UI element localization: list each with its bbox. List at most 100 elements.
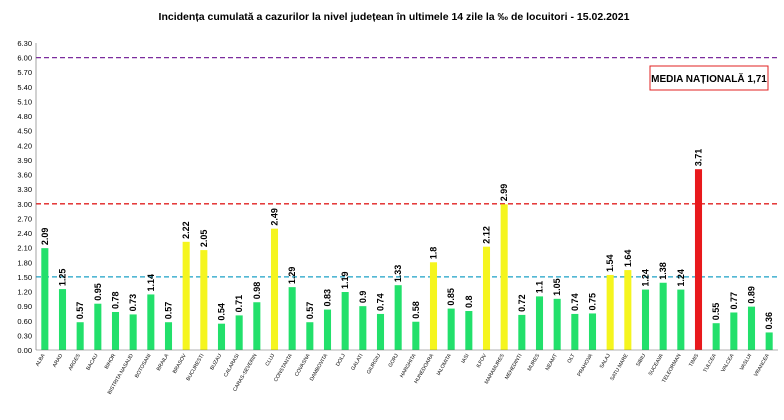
value-label: 0.74 [376, 293, 386, 311]
category-label: VASLUI [739, 353, 753, 372]
y-tick-label: 6.00 [17, 54, 32, 63]
bar [217, 323, 226, 350]
value-label: 1.05 [552, 278, 562, 296]
value-label: 0.74 [570, 293, 580, 311]
category-label: BRASOV [172, 353, 188, 375]
bar [58, 289, 67, 350]
category-label: GIURGIU [366, 353, 382, 375]
bar [288, 287, 296, 350]
category-label: VALCEA [720, 353, 736, 374]
bar [182, 241, 190, 350]
category-label: BOTOSANI [134, 353, 153, 379]
category-label: ALBA [35, 353, 47, 368]
bar [553, 298, 561, 350]
value-label: 0.8 [464, 296, 474, 309]
category-label: SIBIU [635, 353, 647, 368]
category-label: SALAJ [599, 353, 612, 370]
bar [147, 294, 155, 350]
value-label: 1.38 [658, 262, 668, 280]
value-label: 1.1 [535, 281, 545, 294]
value-label: 1.29 [287, 267, 297, 285]
category-label: OLT [567, 352, 577, 364]
category-label: GALATI [350, 353, 364, 372]
category-label: ARAD [52, 353, 65, 369]
value-label: 1.8 [429, 247, 439, 260]
y-tick-label: 2.70 [17, 214, 32, 223]
y-tick-label: 1.80 [17, 258, 32, 267]
bar [359, 306, 367, 350]
bar [712, 323, 720, 350]
bar [624, 270, 632, 350]
value-label: 0.9 [358, 291, 368, 304]
category-label: VRANCEA [753, 353, 771, 378]
bar [694, 169, 703, 350]
bar [747, 306, 756, 350]
value-label: 1.14 [146, 274, 156, 292]
bar [482, 246, 491, 350]
value-label: 0.71 [234, 295, 244, 313]
value-label: 2.09 [40, 228, 50, 246]
category-label: SUCEAVA [648, 353, 665, 377]
bar [111, 311, 120, 350]
y-tick-label: 4.80 [17, 112, 32, 121]
value-label: 2.22 [181, 221, 191, 239]
value-label: 0.89 [747, 286, 757, 304]
value-label: 1.24 [676, 269, 686, 287]
y-tick-label: 1.20 [17, 288, 32, 297]
category-label: SATU MARE [609, 353, 629, 382]
y-axis: 0.00 0.30 0.60 0.90 1.20 1.50 1.80 2.10 2.40 2.70… [17, 39, 37, 355]
category-label: MURES [527, 353, 542, 373]
bar [447, 308, 455, 350]
bar [129, 314, 137, 350]
value-label: 0.57 [75, 302, 85, 320]
y-tick-label: 5.70 [17, 68, 32, 77]
bar [235, 315, 243, 350]
value-labels: 2.09 1.25 0.57 0.95 0.78 0.73 1.14 0.57 2.22 2.05… [40, 149, 774, 330]
value-label: 0.95 [93, 283, 103, 301]
y-tick-label: 0.60 [17, 317, 32, 326]
bar [677, 289, 685, 350]
bar [641, 289, 650, 350]
category-label: TULCEA [702, 353, 718, 374]
bar [659, 282, 667, 350]
y-tick-label: 2.40 [17, 229, 32, 238]
bar [341, 292, 349, 350]
bar [465, 311, 473, 350]
value-label: 1.19 [340, 271, 350, 289]
bar [429, 262, 438, 350]
bar [164, 322, 173, 350]
category-label: HARGHITA [399, 353, 418, 379]
category-label: ILFOV [476, 353, 489, 369]
bars [41, 169, 773, 350]
bar [518, 314, 526, 350]
category-label: PRAHOVA [577, 353, 595, 378]
chart-title: Incidența cumulată a cazurilor la nivel … [159, 11, 630, 23]
y-tick-label: 6.30 [17, 39, 32, 48]
bar [200, 250, 208, 350]
value-label: 2.99 [499, 184, 509, 202]
category-label: COVASNA [294, 353, 312, 378]
category-label: BIHOR [104, 353, 118, 370]
category-label: GORJ [387, 353, 400, 369]
value-label: 2.49 [270, 208, 280, 226]
category-label: BUCURESTI [185, 353, 205, 382]
category-label: BRAILA [156, 353, 171, 372]
category-label: BUZAU [209, 353, 223, 371]
national-average-value: 1,71 [747, 74, 767, 85]
bar [730, 312, 738, 350]
value-label: 0.72 [517, 294, 527, 312]
value-label: 0.57 [164, 302, 174, 320]
value-label: 0.73 [128, 294, 138, 312]
y-tick-label: 5.10 [17, 97, 32, 106]
value-label: 1.25 [58, 269, 68, 287]
y-tick-label: 2.10 [17, 244, 32, 253]
value-label: 0.83 [323, 289, 333, 307]
category-label: NEAMT [545, 352, 560, 371]
y-tick-label: 0.00 [17, 346, 32, 355]
bar [394, 285, 402, 350]
y-tick-label: 1.50 [17, 273, 32, 282]
category-label: CALARASI [223, 353, 241, 378]
value-label: 1.64 [623, 250, 633, 268]
reference-lines [36, 56, 778, 278]
